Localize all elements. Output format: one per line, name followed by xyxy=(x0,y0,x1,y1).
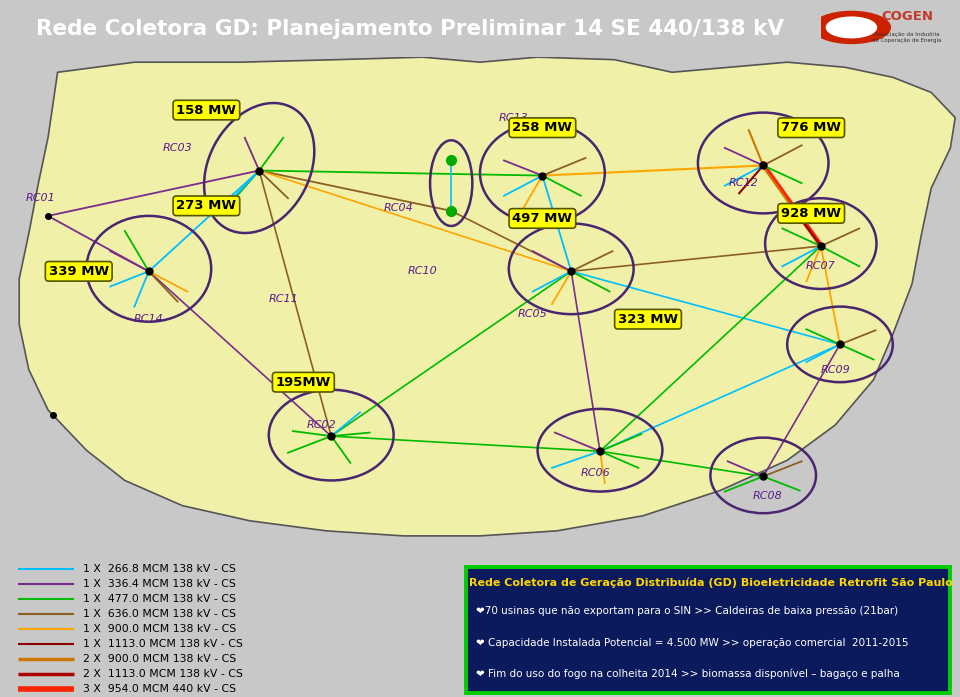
Text: 1 X  1113.0 MCM 138 kV - CS: 1 X 1113.0 MCM 138 kV - CS xyxy=(83,639,243,649)
Text: RC04: RC04 xyxy=(384,204,413,213)
Text: RC12: RC12 xyxy=(730,178,758,188)
Text: 1 X  477.0 MCM 138 kV - CS: 1 X 477.0 MCM 138 kV - CS xyxy=(83,594,236,604)
Text: Associação da Industria
de Coperação de Energia: Associação da Industria de Coperação de … xyxy=(873,32,942,43)
Text: 497 MW: 497 MW xyxy=(513,212,572,225)
Text: 323 MW: 323 MW xyxy=(618,313,678,325)
Text: 2 X  1113.0 MCM 138 kV - CS: 2 X 1113.0 MCM 138 kV - CS xyxy=(83,669,243,680)
Text: RC05: RC05 xyxy=(518,309,547,319)
Text: RC01: RC01 xyxy=(26,193,55,204)
Text: RC02: RC02 xyxy=(307,420,336,430)
Text: ❤ Capacidade Instalada Potencial = 4.500 MW >> operação comercial  2011-2015: ❤ Capacidade Instalada Potencial = 4.500… xyxy=(476,638,908,648)
Text: RC07: RC07 xyxy=(806,261,835,271)
Text: 928 MW: 928 MW xyxy=(781,207,841,220)
Text: 273 MW: 273 MW xyxy=(177,199,236,213)
Text: RC08: RC08 xyxy=(754,491,782,500)
Text: 1 X  636.0 MCM 138 kV - CS: 1 X 636.0 MCM 138 kV - CS xyxy=(83,609,236,619)
Text: COGEN: COGEN xyxy=(881,10,933,22)
Text: 1 X  336.4 MCM 138 kV - CS: 1 X 336.4 MCM 138 kV - CS xyxy=(83,579,236,589)
Text: Rede Coletora de Geração Distribuída (GD) Bioeletricidade Retrofit São Paulo: Rede Coletora de Geração Distribuída (GD… xyxy=(468,577,952,588)
Text: RC09: RC09 xyxy=(821,365,850,374)
Text: RC14: RC14 xyxy=(134,314,163,324)
Text: 1 X  266.8 MCM 138 kV - CS: 1 X 266.8 MCM 138 kV - CS xyxy=(83,564,236,574)
Text: Rede Coletora GD: Planejamento Preliminar 14 SE 440/138 kV: Rede Coletora GD: Planejamento Prelimina… xyxy=(36,19,784,38)
Text: ❤70 usinas que não exportam para o SIN >> Caldeiras de baixa pressão (21bar): ❤70 usinas que não exportam para o SIN >… xyxy=(476,606,898,616)
Text: 3 X  954.0 MCM 440 kV - CS: 3 X 954.0 MCM 440 kV - CS xyxy=(83,684,236,694)
Circle shape xyxy=(812,11,891,43)
Text: RC03: RC03 xyxy=(163,143,192,153)
Text: 776 MW: 776 MW xyxy=(781,121,841,135)
Polygon shape xyxy=(19,57,955,536)
Text: ❤ Fim do uso do fogo na colheita 2014 >> biomassa disponível – bagaço e palha: ❤ Fim do uso do fogo na colheita 2014 >>… xyxy=(476,668,900,679)
Text: 258 MW: 258 MW xyxy=(513,121,572,135)
Text: RC06: RC06 xyxy=(581,468,610,478)
Text: 2 X  900.0 MCM 138 kV - CS: 2 X 900.0 MCM 138 kV - CS xyxy=(83,654,236,664)
Text: RC11: RC11 xyxy=(269,294,298,304)
Text: 158 MW: 158 MW xyxy=(177,104,236,116)
Text: 195MW: 195MW xyxy=(276,376,331,389)
Text: RC13: RC13 xyxy=(499,113,528,123)
Text: RC10: RC10 xyxy=(408,266,437,276)
FancyBboxPatch shape xyxy=(466,567,950,693)
Circle shape xyxy=(827,17,876,38)
Text: 339 MW: 339 MW xyxy=(49,265,108,278)
Text: 1 X  900.0 MCM 138 kV - CS: 1 X 900.0 MCM 138 kV - CS xyxy=(83,624,236,634)
